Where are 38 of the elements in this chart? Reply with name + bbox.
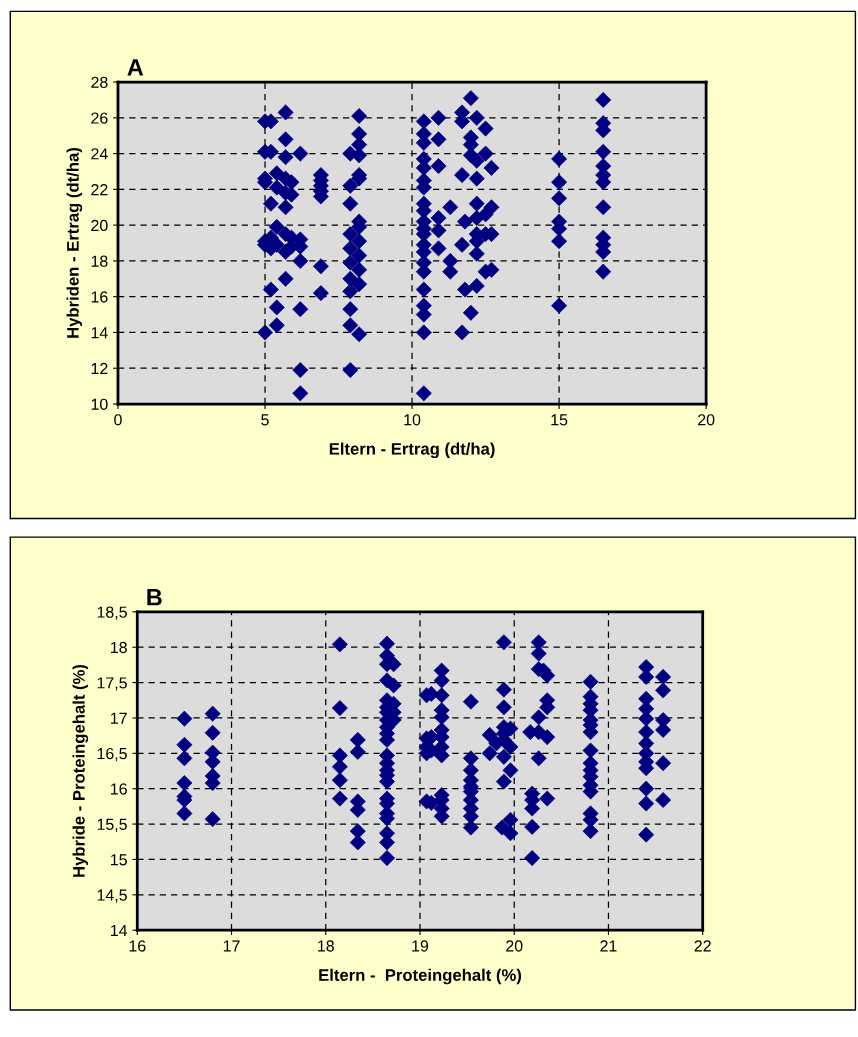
x-axis-title: Eltern - Ertrag (dt/ha) — [329, 442, 495, 459]
y-tick-label: 14 — [111, 924, 128, 936]
x-tick-label: 5 — [261, 414, 269, 426]
y-tick-label: 16,5 — [97, 747, 127, 762]
y-axis-title: Hybride - Proteingehalt (%) — [72, 664, 89, 877]
x-tick-label: 21 — [600, 940, 617, 952]
x-tick-label: 20 — [698, 414, 715, 426]
y-tick-label: 18,5 — [97, 606, 127, 620]
x-tick-label: 16 — [129, 940, 146, 952]
y-tick-label: 18 — [111, 641, 127, 654]
x-tick-label: 0 — [114, 414, 122, 426]
x-tick-label: 10 — [404, 414, 421, 426]
x-tick-label: 15 — [551, 414, 568, 426]
x-tick-label: 18 — [318, 940, 334, 952]
y-tick-label: 20 — [91, 219, 108, 232]
y-tick-label: 18 — [91, 255, 108, 267]
chart-title: A — [127, 59, 144, 76]
chart-title: B — [147, 589, 162, 606]
x-axis-title: Eltern - Proteingehalt (%) — [319, 968, 522, 985]
y-tick-label: 14 — [91, 327, 108, 339]
y-tick-label: 28 — [91, 76, 108, 88]
y-tick-label: 26 — [91, 112, 108, 124]
y-tick-label: 16 — [111, 783, 127, 795]
y-tick-label: 17,5 — [97, 677, 127, 691]
y-axis-title: Hybriden - Ertrag (dt/ha) — [66, 148, 83, 338]
y-tick-label: 10 — [91, 398, 108, 410]
x-tick-label: 22 — [694, 940, 711, 952]
y-tick-label: 24 — [91, 148, 108, 160]
y-tick-label: 14,5 — [97, 889, 127, 903]
y-tick-label: 16 — [91, 291, 108, 303]
x-tick-label: 19 — [412, 940, 429, 952]
y-tick-label: 15,5 — [97, 818, 127, 832]
x-tick-label: 17 — [223, 940, 240, 952]
x-tick-label: 20 — [506, 940, 523, 952]
y-tick-label: 12 — [91, 362, 108, 375]
y-tick-label: 22 — [91, 183, 108, 196]
y-tick-label: 17 — [111, 712, 127, 724]
y-tick-label: 15 — [111, 854, 127, 866]
